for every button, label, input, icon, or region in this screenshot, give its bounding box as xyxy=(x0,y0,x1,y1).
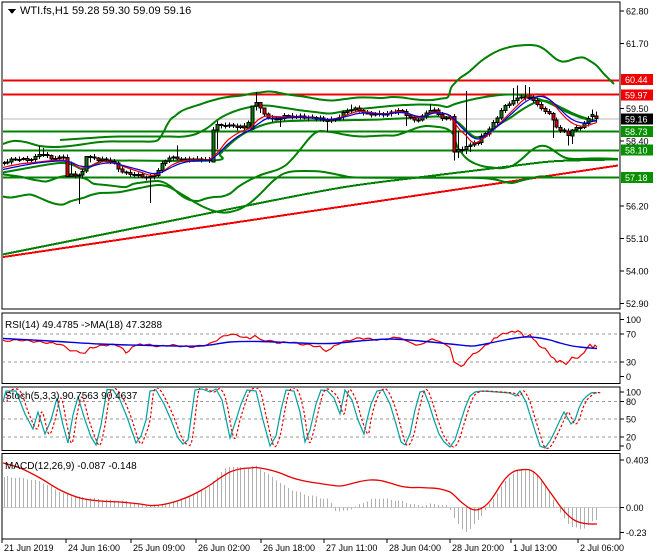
svg-text:0.403: 0.403 xyxy=(626,455,649,465)
svg-text:26 Jun 18:00: 26 Jun 18:00 xyxy=(263,543,315,553)
svg-text:57.18: 57.18 xyxy=(625,173,648,183)
svg-text:28 Jun 04:00: 28 Jun 04:00 xyxy=(389,543,441,553)
svg-text:21 Jun 2019: 21 Jun 2019 xyxy=(4,543,54,553)
svg-text:58.73: 58.73 xyxy=(625,127,648,137)
svg-text:-0.23: -0.23 xyxy=(626,528,647,538)
svg-text:55.10: 55.10 xyxy=(626,234,649,244)
svg-text:59.97: 59.97 xyxy=(625,91,648,101)
svg-text:70: 70 xyxy=(626,329,636,339)
svg-text:56.20: 56.20 xyxy=(626,202,649,212)
svg-text:20: 20 xyxy=(626,433,636,443)
svg-text:0.00: 0.00 xyxy=(626,503,644,513)
svg-text:62.80: 62.80 xyxy=(626,7,649,17)
svg-text:58.10: 58.10 xyxy=(625,145,648,155)
svg-text:26 Jun 02:00: 26 Jun 02:00 xyxy=(198,543,250,553)
svg-text:54.00: 54.00 xyxy=(626,267,649,277)
svg-text:58.40: 58.40 xyxy=(626,137,649,147)
svg-text:61.70: 61.70 xyxy=(626,39,649,49)
svg-text:60.44: 60.44 xyxy=(625,75,648,85)
svg-text:RSI(14) 49.4785 ->MA(18) 47.3: RSI(14) 49.4785 ->MA(18) 47.3288 xyxy=(5,320,162,331)
svg-text:25 Jun 09:00: 25 Jun 09:00 xyxy=(133,543,185,553)
svg-text:59.50: 59.50 xyxy=(626,104,649,114)
svg-text:59.16: 59.16 xyxy=(625,115,648,125)
svg-text:0: 0 xyxy=(626,441,631,451)
svg-text:MACD(12,26,9) -0.087 -0.148: MACD(12,26,9) -0.087 -0.148 xyxy=(5,461,137,472)
svg-text:Stoch(5,3,3) 90.7563 90.4637: Stoch(5,3,3) 90.7563 90.4637 xyxy=(5,391,138,402)
svg-text:80: 80 xyxy=(626,397,636,407)
svg-text:0: 0 xyxy=(626,372,631,382)
svg-text:WTI.fs,H1 59.28 59.30 59.09 5: WTI.fs,H1 59.28 59.30 59.09 59.16 xyxy=(20,5,191,17)
svg-text:50: 50 xyxy=(626,415,636,425)
svg-text:100: 100 xyxy=(626,388,641,398)
svg-text:27 Jun 11:00: 27 Jun 11:00 xyxy=(326,543,377,553)
svg-text:28 Jun 20:00: 28 Jun 20:00 xyxy=(452,543,504,553)
svg-text:2 Jul 06:00: 2 Jul 06:00 xyxy=(580,543,624,553)
svg-text:100: 100 xyxy=(626,315,641,325)
svg-text:52.90: 52.90 xyxy=(626,299,649,309)
svg-text:24 Jun 16:00: 24 Jun 16:00 xyxy=(68,543,120,553)
svg-text:1 Jul 13:00: 1 Jul 13:00 xyxy=(513,543,557,553)
svg-text:30: 30 xyxy=(626,358,636,368)
